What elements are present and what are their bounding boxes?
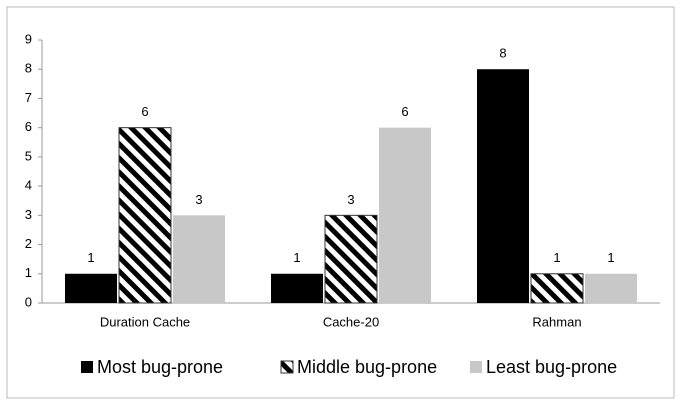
- y-tick-label: 5: [25, 148, 32, 163]
- y-tick-label: 6: [25, 119, 32, 134]
- legend-swatch: [280, 360, 294, 374]
- x-tick-label: Rahman: [532, 314, 581, 329]
- legend-label: Most bug-prone: [97, 357, 223, 377]
- data-label: 8: [499, 46, 506, 61]
- bar: [118, 127, 172, 304]
- data-label: 6: [141, 104, 148, 119]
- data-label: 1: [293, 250, 300, 265]
- y-tick-label: 0: [25, 294, 32, 309]
- y-tick-label: 2: [25, 236, 32, 251]
- y-tick-label: 1: [25, 265, 32, 280]
- chart-border: [6, 6, 675, 399]
- x-tick-label: Duration Cache: [100, 314, 190, 329]
- bar: [173, 215, 225, 303]
- data-label: 3: [195, 192, 202, 207]
- bar: [271, 273, 323, 303]
- bar: [379, 127, 431, 304]
- x-tick-label: Cache-20: [323, 314, 379, 329]
- y-tick-label: 9: [25, 31, 32, 46]
- y-tick-label: 8: [25, 61, 32, 76]
- bar: [324, 214, 378, 304]
- y-tick-label: 4: [25, 178, 32, 193]
- data-label: 3: [347, 192, 354, 207]
- data-label: 1: [87, 250, 94, 265]
- bar: [585, 273, 637, 303]
- bar: [65, 273, 117, 303]
- data-label: 1: [553, 250, 560, 265]
- legend-swatch: [470, 361, 482, 373]
- legend-label: Middle bug-prone: [297, 357, 437, 377]
- legend-swatch: [81, 361, 93, 373]
- data-label: 1: [607, 250, 614, 265]
- y-tick-label: 7: [25, 90, 32, 105]
- legend-label: Least bug-prone: [486, 357, 617, 377]
- data-label: 6: [401, 104, 408, 119]
- bar: [530, 273, 584, 304]
- bar: [477, 69, 529, 303]
- y-tick-label: 3: [25, 207, 32, 222]
